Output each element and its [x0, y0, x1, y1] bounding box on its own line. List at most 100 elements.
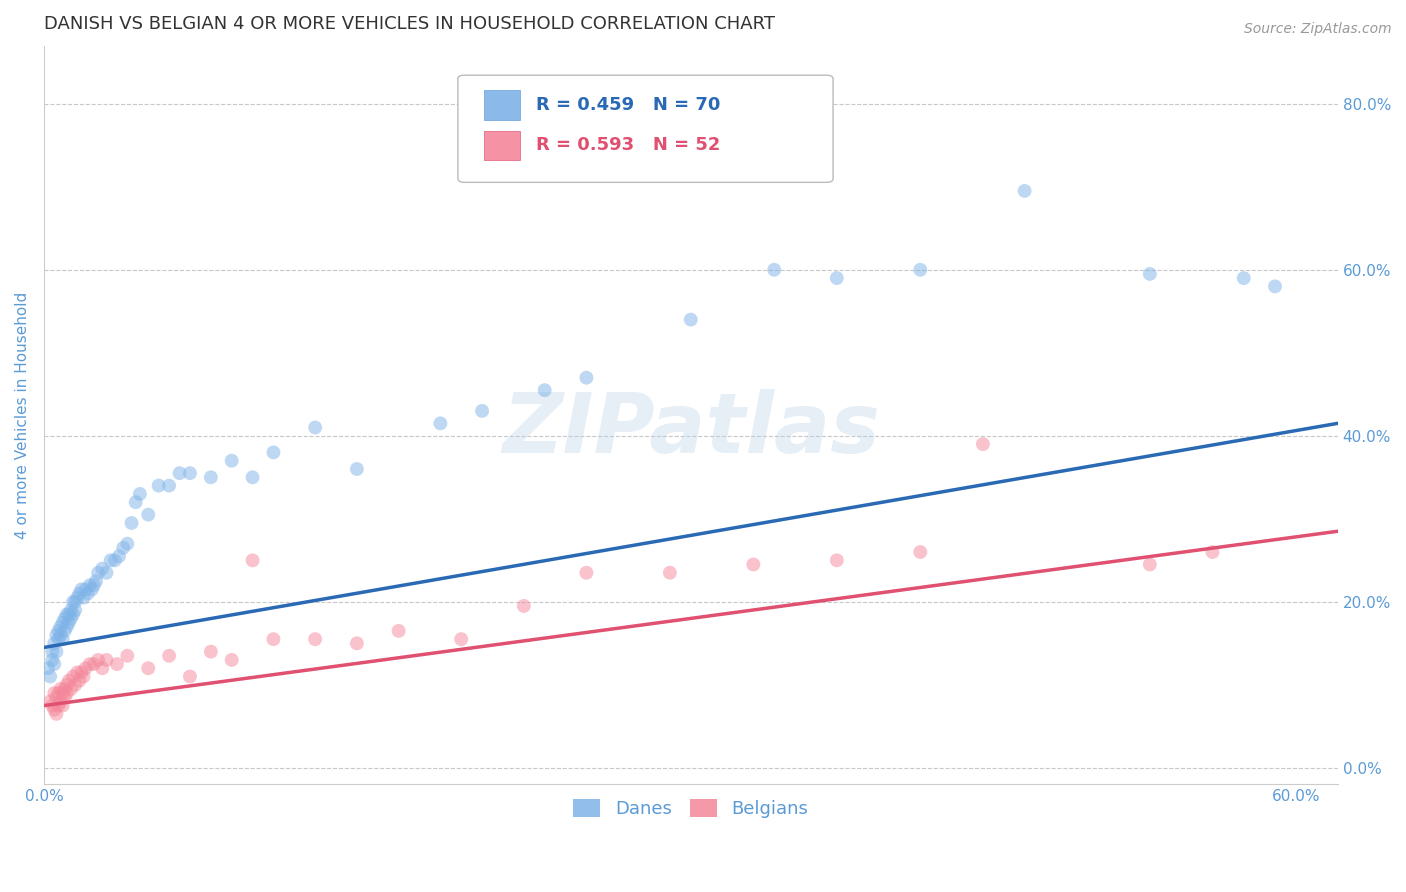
Point [972, 437, 994, 451]
Point [471, 404, 494, 418]
Point [45, 645, 67, 659]
Point [79, 578, 101, 592]
Point [48, 698, 70, 713]
Point [44, 657, 66, 671]
Point [37, 661, 59, 675]
Point [136, 661, 159, 675]
Point [96, 566, 118, 580]
Point [63, 603, 86, 617]
Point [262, 632, 284, 647]
Point [84, 574, 107, 588]
Point [136, 508, 159, 522]
Point [79, 657, 101, 671]
Point [48, 624, 70, 638]
Point [242, 470, 264, 484]
Point [52, 686, 75, 700]
Point [388, 624, 411, 638]
Point [70, 582, 93, 597]
Point [41, 653, 63, 667]
Point [1139, 267, 1161, 281]
Point [117, 537, 139, 551]
Point [221, 453, 243, 467]
Point [58, 607, 80, 622]
Point [39, 669, 62, 683]
Point [121, 516, 143, 530]
FancyBboxPatch shape [458, 75, 834, 182]
Point [1264, 279, 1286, 293]
Point [44, 636, 66, 650]
Point [49, 681, 72, 696]
Point [533, 383, 555, 397]
Point [53, 624, 76, 638]
Point [45, 628, 67, 642]
Point [91, 661, 114, 675]
Point [41, 698, 63, 713]
Point [200, 470, 222, 484]
Y-axis label: 4 or more Vehicles in Household: 4 or more Vehicles in Household [15, 292, 30, 539]
Point [148, 478, 170, 492]
Point [75, 661, 97, 675]
Point [169, 466, 191, 480]
Point [72, 669, 94, 683]
Point [56, 678, 79, 692]
Point [108, 549, 131, 563]
Point [242, 553, 264, 567]
Point [104, 553, 127, 567]
Point [58, 673, 80, 688]
Point [1014, 184, 1036, 198]
Point [75, 582, 97, 597]
Point [87, 566, 110, 580]
Point [76, 586, 98, 600]
Point [742, 558, 765, 572]
Point [48, 686, 70, 700]
Point [575, 370, 598, 384]
Point [83, 657, 105, 671]
Point [262, 445, 284, 459]
Point [49, 620, 72, 634]
Point [58, 615, 80, 630]
Point [72, 591, 94, 605]
Point [100, 553, 122, 567]
Point [112, 541, 135, 555]
Text: ZIPatlas: ZIPatlas [502, 389, 880, 470]
Point [125, 495, 148, 509]
Point [825, 271, 848, 285]
Point [105, 657, 128, 671]
Point [429, 417, 451, 431]
Point [575, 566, 598, 580]
Point [658, 566, 681, 580]
Point [117, 648, 139, 663]
Point [910, 262, 932, 277]
Point [41, 645, 63, 659]
Point [763, 262, 786, 277]
Point [91, 561, 114, 575]
Point [62, 669, 84, 683]
Point [679, 312, 702, 326]
Point [67, 586, 90, 600]
Point [66, 665, 89, 680]
Point [513, 599, 536, 613]
Point [1139, 558, 1161, 572]
Point [63, 678, 86, 692]
Point [56, 620, 79, 634]
Point [87, 653, 110, 667]
Point [450, 632, 472, 647]
Text: R = 0.459   N = 70: R = 0.459 N = 70 [536, 95, 720, 114]
Point [48, 632, 70, 647]
Point [179, 669, 201, 683]
Point [49, 628, 72, 642]
Point [60, 681, 83, 696]
Point [39, 694, 62, 708]
FancyBboxPatch shape [484, 90, 520, 120]
Point [52, 632, 75, 647]
Point [346, 462, 368, 476]
FancyBboxPatch shape [484, 130, 520, 161]
Point [221, 653, 243, 667]
Legend: Danes, Belgians: Danes, Belgians [564, 789, 817, 827]
Point [45, 706, 67, 721]
Point [80, 582, 103, 597]
Point [53, 690, 76, 705]
Point [157, 478, 180, 492]
Point [1201, 545, 1223, 559]
Text: Source: ZipAtlas.com: Source: ZipAtlas.com [1244, 22, 1392, 37]
